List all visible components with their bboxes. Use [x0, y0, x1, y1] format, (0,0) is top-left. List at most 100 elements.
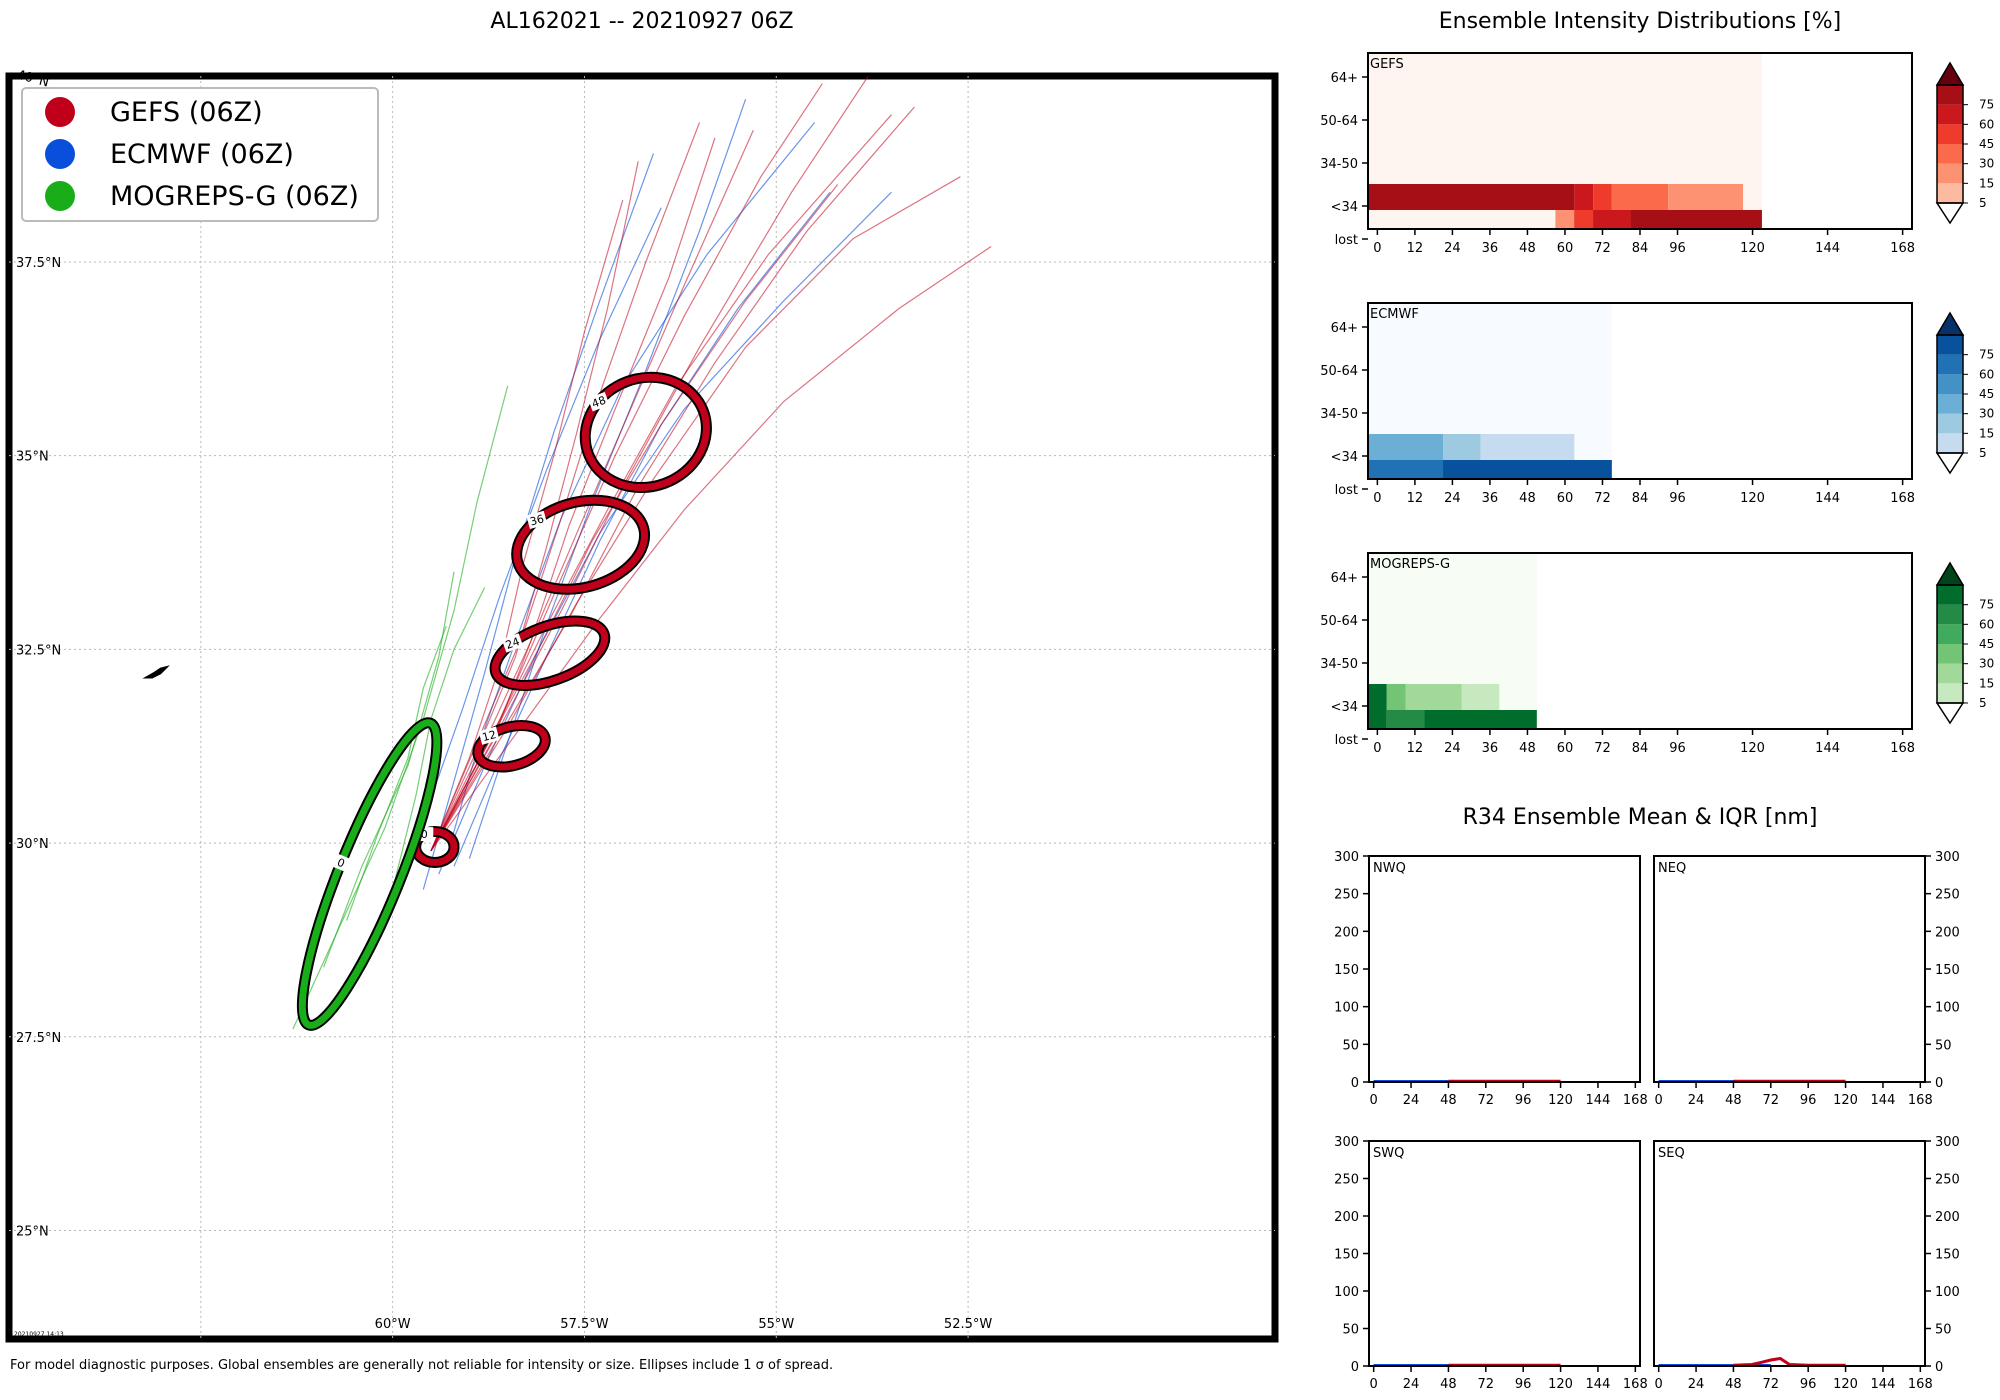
r34-x-tick-label: 96 [1800, 1377, 1817, 1392]
spread-ellipses: 0 12 24 36 48 0 [296, 371, 712, 1031]
heatmap-x-tick-label: 36 [1482, 241, 1499, 256]
heatmap-x-tick-label: 0 [1373, 491, 1381, 506]
r34-x-tick-label: 96 [1515, 1377, 1532, 1392]
heatmap-x-tick-label: 12 [1407, 741, 1424, 756]
ellipse-label-bg [330, 852, 353, 873]
legend-marker-gefs [45, 97, 75, 127]
heatmap-cell [1593, 210, 1631, 230]
r34-x-tick-label: 72 [1478, 1377, 1495, 1392]
gefs-intensity-panel: GEFS 64+ 50-64 34-50 <34 lost 0 12 24 36 48 60 72 84 9… [1320, 52, 1994, 256]
r34-y-tick-label: 100 [1334, 1001, 1359, 1016]
r34-x-tick-label: 48 [1440, 1093, 1457, 1108]
r34-x-tick-label: 0 [1370, 1093, 1378, 1108]
r34-x-tick-label: 168 [1908, 1093, 1933, 1108]
heatmap-row-label: 64+ [1331, 571, 1358, 586]
heatmap-panel-label: MOGREPS-G [1370, 557, 1450, 572]
ellipse-stroke [513, 496, 649, 593]
heatmap-x-tick-label: 60 [1557, 741, 1574, 756]
r34-y-tick-label: 100 [1935, 1001, 1960, 1016]
track-map: 0 12 24 36 48 0 60°W 57.5°W 55°W 52.5°W 25°N 27.5°… [5, 68, 1279, 1343]
ellipse-gefs-48: 48 [579, 371, 712, 494]
r34-x-tick-label: 24 [1688, 1093, 1705, 1108]
colorbar-segment [1937, 124, 1963, 144]
r34-x-tick-label: 0 [1655, 1093, 1663, 1108]
r34-panel-swq: SWQ 0 24 48 72 96 120 144 168 0 50 100 150 200 250 300 [1334, 1135, 1648, 1392]
colorbar-min-arrow [1935, 452, 1965, 475]
r34-x-tick-label: 168 [1623, 1377, 1648, 1392]
r34-y-tick-label: 300 [1334, 1135, 1359, 1150]
colorbar-tick-label: 45 [1979, 137, 1994, 151]
r34-x-tick-label: 72 [1763, 1093, 1780, 1108]
r34-y-tick-label: 300 [1935, 850, 1960, 865]
ellipse-label-bg [526, 510, 548, 529]
track-mogreps-g [346, 625, 447, 921]
ellipse-label-bg [501, 633, 524, 653]
ellipse-hour-label: 12 [481, 728, 498, 744]
r34-x-tick-label: 120 [1548, 1093, 1573, 1108]
colorbar-tick-label: 5 [1979, 696, 1987, 710]
heatmap-row-label: lost [1335, 233, 1358, 248]
colorbar-segment [1937, 394, 1963, 414]
r34-x-tick-label: 72 [1478, 1093, 1495, 1108]
ellipse-label-bg [587, 392, 610, 412]
track-mogreps-g [323, 571, 455, 968]
heatmap-panel-label: ECMWF [1370, 307, 1419, 322]
heatmap-x-tick-label: 84 [1632, 491, 1649, 506]
lat-tick-label: 37.5°N [16, 256, 61, 271]
colorbar-tick-label: 5 [1979, 446, 1987, 460]
intensity-title: Ensemble Intensity Distributions [%] [1439, 9, 1842, 34]
colorbar-tick-label: 60 [1979, 617, 1994, 631]
heatmap-x-tick-label: 120 [1740, 241, 1765, 256]
bermuda-island [142, 665, 170, 679]
heatmap-x-tick-label: 60 [1557, 241, 1574, 256]
colorbar-tick-label: 75 [1979, 348, 1994, 362]
heatmap-row-label: 64+ [1331, 321, 1358, 336]
r34-y-tick-label: 0 [1935, 1076, 1943, 1091]
colorbar-segment [1937, 354, 1963, 375]
r34-frame [1653, 855, 1926, 1083]
map-legend: GEFS (06Z) ECMWF (06Z) MOGREPS-G (06Z) [21, 87, 379, 222]
heatmap-row-label: 50-64 [1320, 114, 1358, 129]
r34-y-tick-label: 200 [1334, 1210, 1359, 1225]
r34-x-tick-label: 0 [1370, 1377, 1378, 1392]
heatmap-row-label: lost [1335, 483, 1358, 498]
r34-x-tick-label: 24 [1403, 1377, 1420, 1392]
colorbar-min-arrow [1935, 202, 1965, 225]
heatmap-cell [1630, 210, 1762, 230]
colorbar-tick-label: 60 [1979, 117, 1994, 131]
heatmap-cell [1368, 210, 1556, 230]
track-gefs [430, 83, 823, 852]
ellipse-gefs-36: 36 [511, 494, 651, 595]
track-gefs [430, 184, 839, 852]
r34-quadrant-label: SWQ [1373, 1146, 1404, 1161]
lon-tick-label: 52.5°W [944, 1317, 992, 1332]
heatmap-cell [1555, 210, 1575, 230]
r34-x-tick-label: 144 [1871, 1093, 1896, 1108]
colorbar-min-arrow [1935, 702, 1965, 725]
colorbar-segment [1937, 163, 1963, 184]
heatmap-x-tick-label: 12 [1407, 491, 1424, 506]
ellipse-hour-label: 0 [335, 856, 346, 871]
colorbar-tick-label: 75 [1979, 598, 1994, 612]
mogreps-intensity-panel: MOGREPS-G 64+ 50-64 34-50 <34 lost 0 12 24 36 48 60… [1320, 552, 1994, 756]
heatmap-row-label: 50-64 [1320, 364, 1358, 379]
colorbar-segment [1937, 183, 1963, 203]
heatmap-x-tick-label: 24 [1444, 491, 1461, 506]
heatmap-x-tick-label: 72 [1594, 491, 1611, 506]
map-title: AL162021 -- 20210927 06Z [490, 9, 793, 34]
colorbar-segment [1937, 104, 1963, 125]
ellipse-hour-label: 36 [529, 512, 546, 528]
heatmap-x-tick-label: 96 [1669, 491, 1686, 506]
r34-x-tick-label: 144 [1586, 1093, 1611, 1108]
heatmap-row-label: <34 [1331, 200, 1358, 215]
r34-x-tick-label: 48 [1440, 1377, 1457, 1392]
r34-x-tick-label: 144 [1871, 1377, 1896, 1392]
track-ecmwf [453, 191, 831, 867]
r34-x-tick-label: 72 [1763, 1377, 1780, 1392]
lat-tick-label: 30°N [16, 837, 49, 852]
heatmap-row-label: 34-50 [1320, 157, 1358, 172]
heatmap-row-label: 64+ [1331, 71, 1358, 86]
r34-series-gefs [1733, 1356, 1846, 1367]
ellipse-stroke [491, 617, 609, 689]
r34-y-tick-label: 150 [1334, 1248, 1359, 1263]
